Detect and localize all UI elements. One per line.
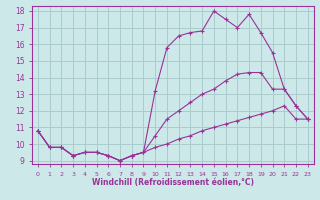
- X-axis label: Windchill (Refroidissement éolien,°C): Windchill (Refroidissement éolien,°C): [92, 178, 254, 187]
